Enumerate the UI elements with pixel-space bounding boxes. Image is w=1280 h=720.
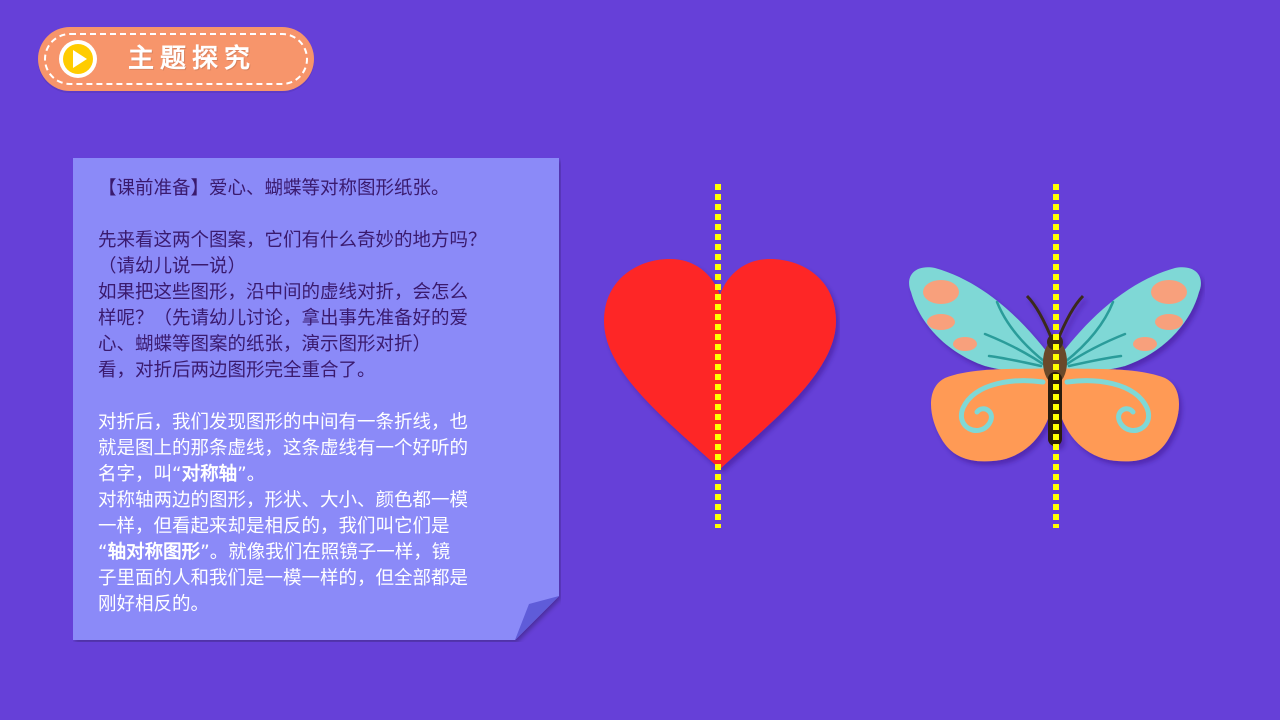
para3-line: 刚好相反的。 — [98, 594, 210, 615]
play-icon — [59, 40, 97, 78]
para1-line: （请幼儿说一说） — [98, 256, 247, 277]
term-symmetry-axis: 对称轴 — [181, 464, 238, 485]
section-title-badge: 主题探究 — [38, 27, 314, 91]
para1-line: 心、蝴蝶等图案的纸张，演示图形对折） — [98, 334, 432, 355]
para2-line: 对折后，我们发现图形的中间有一条折线，也 — [98, 412, 469, 433]
para1-line: 样呢？（先请幼儿讨论，拿出事先准备好的爱 — [98, 308, 469, 329]
para1-line: 先来看这两个图案，它们有什么奇妙的地方吗？ — [98, 230, 487, 251]
section-title: 主题探究 — [128, 44, 257, 74]
dashed-border — [44, 33, 308, 85]
para1-line: 看，对折后两边图形完全重合了。 — [98, 360, 376, 381]
para3-line: 子里面的人和我们是一模一样的，但全部都是 — [98, 568, 469, 589]
para3-line: 对称轴两边的图形，形状、大小、颜色都一模 — [98, 490, 469, 511]
symmetry-axis-heart — [715, 184, 721, 528]
note-paper — [73, 158, 559, 640]
para2-line: 名字，叫“对称轴”。 — [98, 464, 266, 485]
para3-line: “轴对称图形”。就像我们在照镜子一样，镜 — [98, 542, 451, 563]
term-axisymmetric-figure: 轴对称图形 — [107, 542, 201, 563]
note-text: 【课前准备】爱心、蝴蝶等对称图形纸张。 先来看这两个图案，它们有什么奇妙的地方吗… — [98, 176, 538, 618]
symmetry-axis-butterfly — [1053, 184, 1059, 528]
para3-line: 一样，但看起来却是相反的，我们叫它们是 — [98, 516, 450, 537]
para2-line: 就是图上的那条虚线，这条虚线有一个好听的 — [98, 438, 469, 459]
para1-line: 如果把这些图形，沿中间的虚线对折，会怎么 — [98, 282, 469, 303]
lesson-note-card: 【课前准备】爱心、蝴蝶等对称图形纸张。 先来看这两个图案，它们有什么奇妙的地方吗… — [73, 158, 561, 642]
prep-line: 【课前准备】爱心、蝴蝶等对称图形纸张。 — [98, 178, 450, 199]
